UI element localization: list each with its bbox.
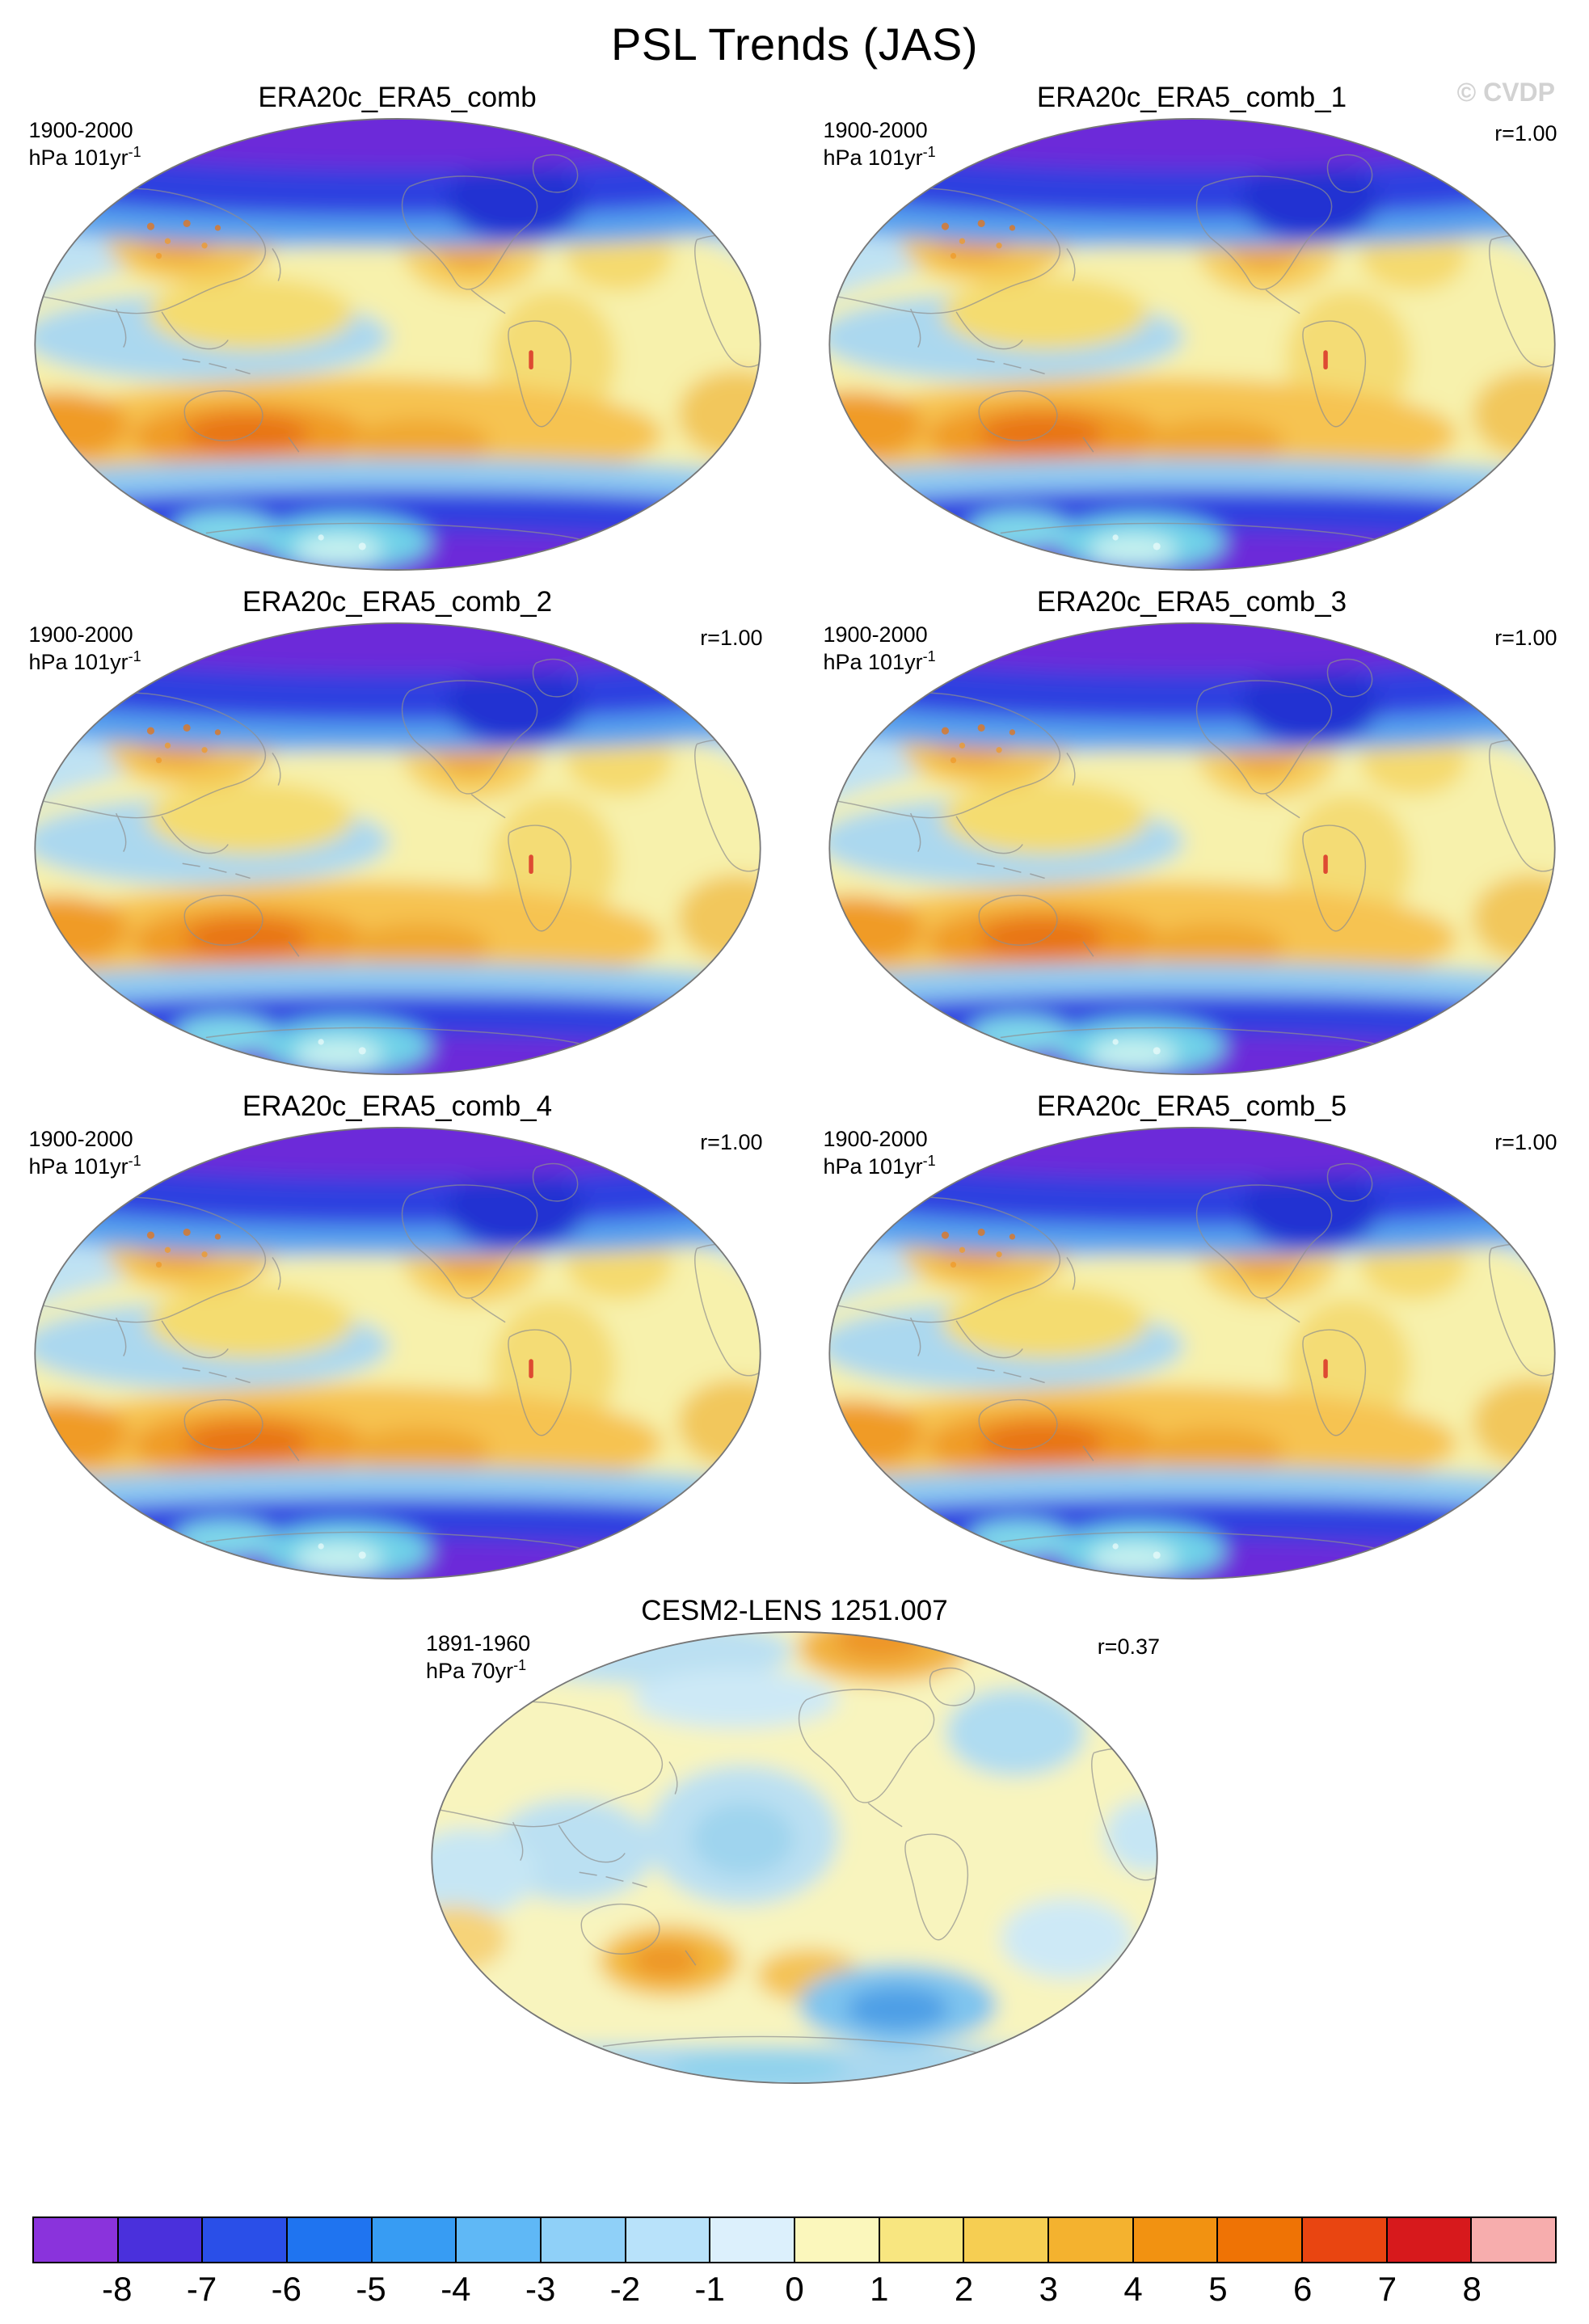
panel-title: ERA20c_ERA5_comb_2	[242, 586, 553, 618]
colorbar-cell	[1218, 2218, 1304, 2262]
panel-title: ERA20c_ERA5_comb_3	[1036, 586, 1347, 618]
colorbar-tick-label: -7	[186, 2270, 217, 2308]
colorbar-cell	[710, 2218, 796, 2262]
panel-correlation: r=1.00	[700, 1130, 763, 1154]
map-panel-era20c-era5-comb-1: ERA20c_ERA5_comb_1 1900-2000 hPa 101yr-1…	[794, 82, 1589, 573]
colorbar-cell	[372, 2218, 457, 2262]
colorbar-cell	[1387, 2218, 1473, 2262]
panel-units: hPa 101yr-1	[823, 1152, 936, 1179]
panel-title: ERA20c_ERA5_comb_5	[1036, 1090, 1347, 1122]
colorbar-tick-label: -3	[525, 2270, 556, 2308]
colorbar-tick-label: -8	[102, 2270, 133, 2308]
colorbar-tick-label: 4	[1123, 2270, 1143, 2308]
colorbar-cell	[1049, 2218, 1134, 2262]
world-map-contour	[29, 1124, 766, 1582]
panel-correlation: r=1.00	[1494, 1130, 1557, 1154]
map-panel-era20c-era5-comb-5: ERA20c_ERA5_comb_5 1900-2000 hPa 101yr-1…	[794, 1090, 1589, 1582]
colorbar-tick-label: 2	[954, 2270, 974, 2308]
panel-period: 1900-2000	[28, 1127, 133, 1151]
map-panel-era20c-era5-comb-2: ERA20c_ERA5_comb_2 1900-2000 hPa 101yr-1…	[0, 586, 794, 1078]
panel-period-units: 1900-2000 hPa 101yr-1	[824, 117, 936, 171]
colorbar-cell	[203, 2218, 289, 2262]
colorbar-cell	[288, 2218, 373, 2262]
colorbar-tick-label: -5	[356, 2270, 386, 2308]
colorbar: -8 -7 -6 -5 -4 -3 -2 -1 0 1 2 3 4 5 6 7 8	[32, 2216, 1557, 2310]
colorbar-cell	[626, 2218, 711, 2262]
colorbar-cell	[1133, 2218, 1219, 2262]
world-map-contour	[29, 116, 766, 573]
map-panel-era20c-era5-comb-3: ERA20c_ERA5_comb_3 1900-2000 hPa 101yr-1…	[794, 586, 1589, 1078]
panel-period-units: 1900-2000 hPa 101yr-1	[29, 1126, 141, 1180]
world-map-contour	[824, 116, 1561, 573]
colorbar-cell	[457, 2218, 542, 2262]
panel-period-units: 1891-1960 hPa 70yr-1	[426, 1630, 530, 1685]
world-map-contour	[824, 620, 1561, 1078]
panel-title: ERA20c_ERA5_comb	[258, 82, 537, 113]
panel-period-units: 1900-2000 hPa 101yr-1	[29, 622, 141, 676]
page-title: PSL Trends (JAS)	[610, 19, 979, 70]
panel-correlation: r=1.00	[1494, 121, 1557, 146]
panel-period: 1900-2000	[28, 622, 133, 647]
panel-units: hPa 101yr-1	[28, 647, 141, 674]
panel-title: ERA20c_ERA5_comb_1	[1036, 82, 1347, 113]
world-map-contour	[29, 620, 766, 1078]
panel-period-units: 1900-2000 hPa 101yr-1	[29, 117, 141, 171]
colorbar-tick-label: -6	[271, 2270, 302, 2308]
colorbar-cell	[964, 2218, 1050, 2262]
colorbar-tick-label: 6	[1292, 2270, 1313, 2308]
panel-units: hPa 101yr-1	[823, 647, 936, 674]
colorbar-tick-label: -2	[609, 2270, 641, 2308]
cvdp-watermark: © CVDP	[1456, 78, 1555, 107]
panel-units: hPa 101yr-1	[28, 1152, 141, 1179]
panel-correlation: r=1.00	[1494, 626, 1557, 650]
colorbar-cell	[34, 2218, 119, 2262]
panel-correlation: r=1.00	[700, 626, 763, 650]
colorbar-tick-label: 1	[870, 2270, 889, 2308]
map-panel-era20c-era5-comb-4: ERA20c_ERA5_comb_4 1900-2000 hPa 101yr-1…	[0, 1090, 794, 1582]
panel-period: 1891-1960	[426, 1631, 531, 1655]
colorbar-tick-label: 3	[1039, 2270, 1059, 2308]
panel-period-units: 1900-2000 hPa 101yr-1	[824, 1126, 936, 1180]
panel-period-units: 1900-2000 hPa 101yr-1	[824, 622, 936, 676]
colorbar-cell	[795, 2218, 880, 2262]
panel-period: 1900-2000	[823, 1127, 928, 1151]
colorbar-labels: -8 -7 -6 -5 -4 -3 -2 -1 0 1 2 3 4 5 6 7 8	[32, 2263, 1557, 2310]
panel-units: hPa 101yr-1	[28, 143, 141, 170]
panel-period: 1900-2000	[823, 622, 928, 647]
panel-correlation: r=0.37	[1097, 1634, 1160, 1659]
world-map-contour	[426, 1629, 1163, 2086]
colorbar-tick-label: 0	[785, 2270, 804, 2308]
world-map-contour	[824, 1124, 1561, 1582]
colorbar-cell	[879, 2218, 965, 2262]
panel-units: hPa 101yr-1	[823, 143, 936, 170]
panel-period: 1900-2000	[823, 118, 928, 142]
colorbar-cells	[32, 2216, 1557, 2263]
panel-title: ERA20c_ERA5_comb_4	[242, 1090, 553, 1122]
colorbar-tick-label: 8	[1462, 2270, 1482, 2308]
panel-period: 1900-2000	[28, 118, 133, 142]
colorbar-cell	[118, 2218, 204, 2262]
panel-title: CESM2-LENS 1251.007	[641, 1595, 948, 1626]
colorbar-tick-label: -4	[440, 2270, 471, 2308]
map-panel-cesm2-lens: CESM2-LENS 1251.007 1891-1960 hPa 70yr-1…	[0, 1595, 1589, 2086]
colorbar-tick-label: 7	[1377, 2270, 1397, 2308]
colorbar-cell	[542, 2218, 626, 2262]
colorbar-cell	[1472, 2218, 1556, 2262]
colorbar-tick-label: 5	[1208, 2270, 1228, 2308]
panel-grid: ERA20c_ERA5_comb 1900-2000 hPa 101yr-1 E…	[0, 82, 1589, 2099]
colorbar-tick-label: -1	[694, 2270, 725, 2308]
map-panel-era20c-era5-comb: ERA20c_ERA5_comb 1900-2000 hPa 101yr-1	[0, 82, 794, 573]
panel-units: hPa 70yr-1	[426, 1656, 527, 1683]
colorbar-cell	[1303, 2218, 1388, 2262]
